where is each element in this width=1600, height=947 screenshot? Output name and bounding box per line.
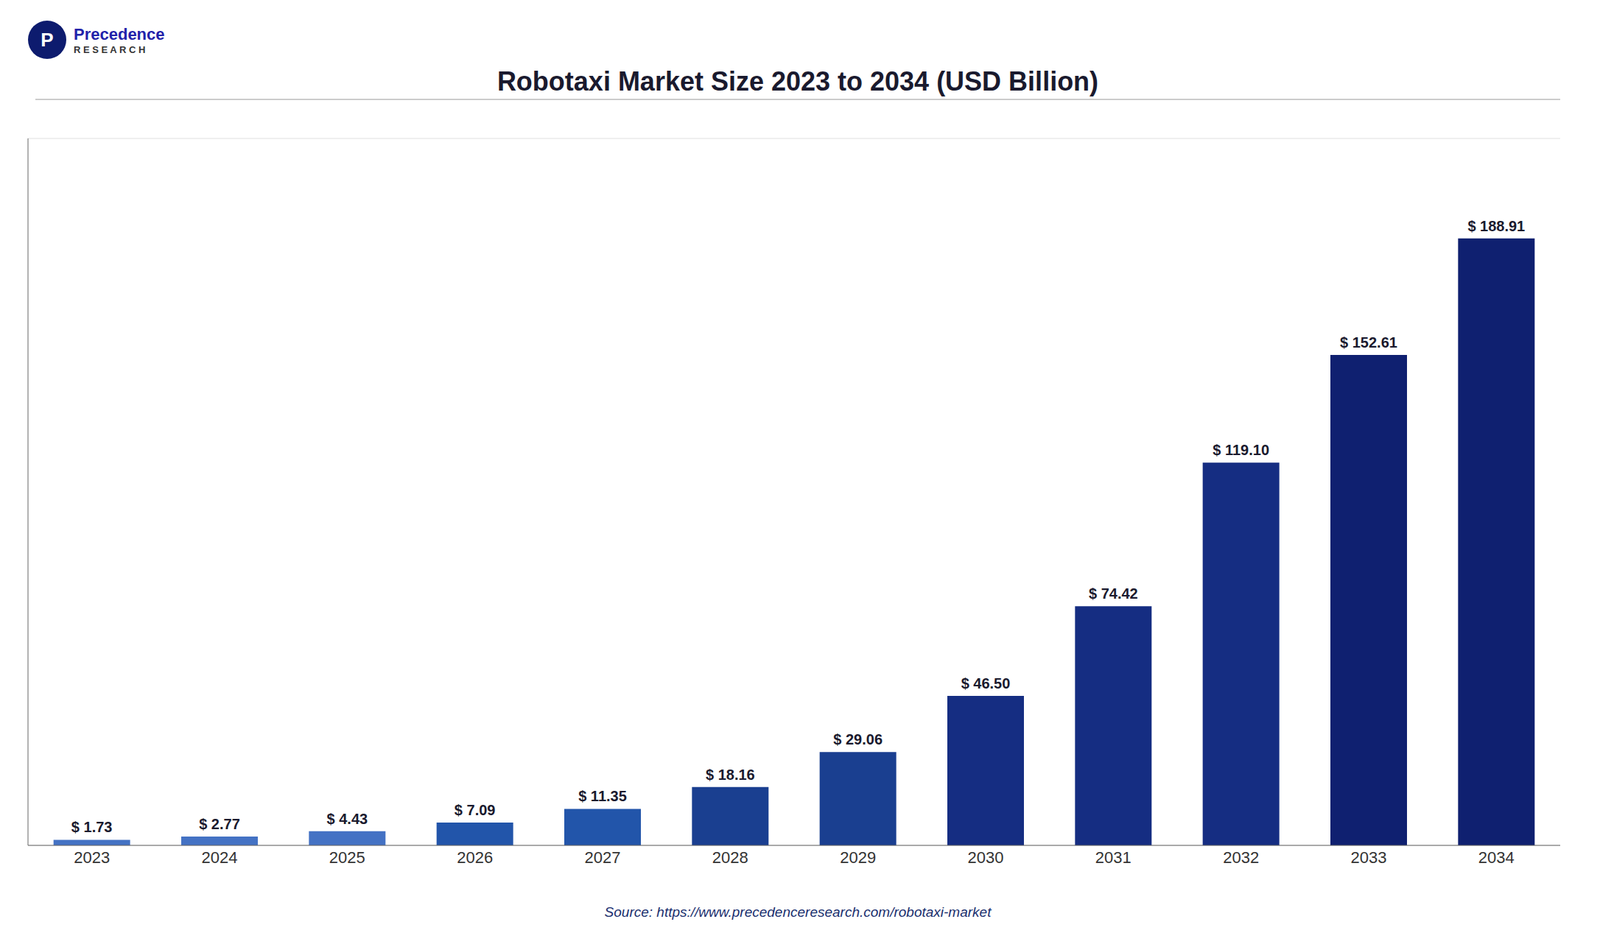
svg-text:2026: 2026 [456, 848, 493, 868]
svg-text:$ 119.10: $ 119.10 [1212, 441, 1270, 459]
svg-text:2024: 2024 [201, 848, 238, 868]
svg-text:2029: 2029 [839, 848, 876, 868]
svg-text:2025: 2025 [329, 848, 366, 868]
svg-text:$ 29.06: $ 29.06 [833, 731, 883, 748]
svg-text:2030: 2030 [967, 848, 1005, 868]
svg-text:2028: 2028 [712, 848, 749, 868]
svg-text:$ 1.73: $ 1.73 [71, 819, 113, 836]
svg-text:$ 46.50: $ 46.50 [961, 675, 1011, 692]
svg-text:2031: 2031 [1095, 848, 1132, 868]
html-text:P: P [40, 28, 54, 51]
svg-text:2023: 2023 [73, 848, 110, 868]
svg-text:$ 7.09: $ 7.09 [454, 802, 496, 819]
svg-text:$ 18.16: $ 18.16 [705, 766, 756, 784]
html-text:Precedence: Precedence [73, 24, 165, 44]
svg-text:2033: 2033 [1351, 848, 1388, 868]
svg-text:2027: 2027 [584, 848, 621, 868]
html-text:Source: https://www.precedence: Source: https://www.precedenceresearch.c… [604, 904, 992, 921]
svg-text:$ 2.77: $ 2.77 [198, 816, 241, 833]
svg-text:$ 188.91: $ 188.91 [1467, 218, 1525, 235]
svg-text:2032: 2032 [1222, 848, 1259, 868]
svg-text:$ 4.43: $ 4.43 [327, 811, 369, 828]
svg-text:$ 74.42: $ 74.42 [1088, 585, 1139, 602]
html-text:Robotaxi Market Size 2023 to 2: Robotaxi Market Size 2023 to 2034 (USD B… [497, 66, 1099, 97]
svg-text:2034: 2034 [1478, 848, 1515, 868]
svg-text:$ 11.35: $ 11.35 [578, 788, 627, 805]
html-text:R E S E A R C H: R E S E A R C H [73, 43, 146, 55]
svg-text:$ 152.61: $ 152.61 [1339, 334, 1398, 351]
